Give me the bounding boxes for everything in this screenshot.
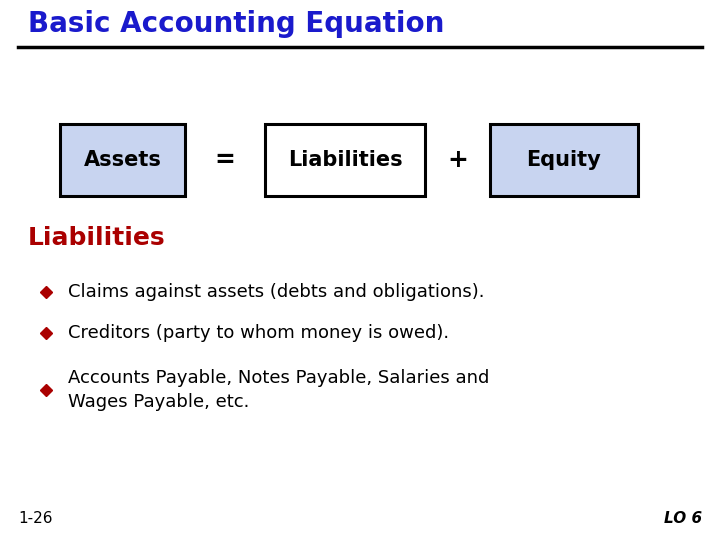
Text: Claims against assets (debts and obligations).: Claims against assets (debts and obligat… <box>68 283 485 301</box>
Text: =: = <box>215 148 235 172</box>
Text: Creditors (party to whom money is owed).: Creditors (party to whom money is owed). <box>68 324 449 342</box>
FancyBboxPatch shape <box>490 124 638 196</box>
FancyBboxPatch shape <box>265 124 425 196</box>
Text: Basic Accounting Equation: Basic Accounting Equation <box>28 10 444 38</box>
Text: 1-26: 1-26 <box>18 511 53 526</box>
Text: Liabilities: Liabilities <box>28 226 166 250</box>
Text: Equity: Equity <box>526 150 601 170</box>
Text: LO 6: LO 6 <box>664 511 702 526</box>
FancyBboxPatch shape <box>60 124 185 196</box>
Text: +: + <box>447 148 468 172</box>
Text: Accounts Payable, Notes Payable, Salaries and
Wages Payable, etc.: Accounts Payable, Notes Payable, Salarie… <box>68 369 490 411</box>
Text: Liabilities: Liabilities <box>288 150 402 170</box>
Text: Assets: Assets <box>84 150 161 170</box>
